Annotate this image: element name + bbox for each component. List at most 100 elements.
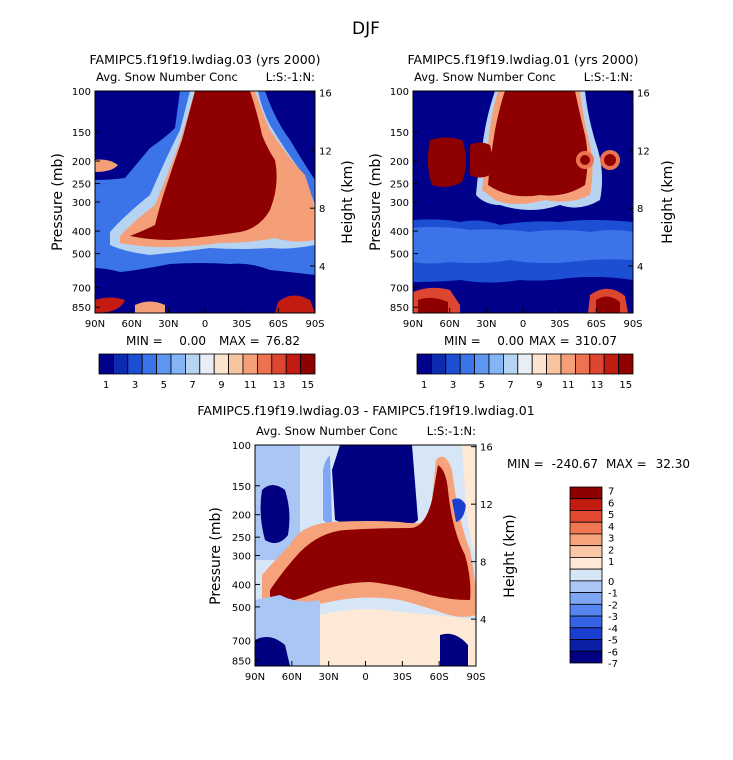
panel-1-ylabel: Pressure (mb) bbox=[50, 153, 66, 251]
x-tick-label: 30N bbox=[158, 319, 178, 330]
panel-1-min-value: 0.00 bbox=[179, 334, 206, 348]
panel-1-ylabel-right: Height (km) bbox=[340, 160, 356, 243]
y-right-tick-label: 12 bbox=[480, 500, 493, 511]
y-tick-label: 850 bbox=[390, 303, 409, 314]
x-tick-label: 60N bbox=[282, 672, 302, 683]
colorbar-swatch bbox=[271, 353, 287, 375]
panel-1-core bbox=[130, 91, 277, 240]
panel-3-x-ticks: 90N 60N 30N 0 30S 60S 90S bbox=[245, 661, 486, 683]
panel-2-contours bbox=[413, 91, 633, 313]
colorbar-label: 3 bbox=[608, 534, 614, 545]
y-right-tick-label: 4 bbox=[319, 262, 325, 273]
colorbar-swatch bbox=[474, 353, 490, 375]
y-tick-label: 200 bbox=[390, 157, 409, 168]
colorbar-swatch bbox=[569, 603, 603, 617]
panel-2-core bbox=[488, 91, 588, 197]
colorbar-label: 13 bbox=[273, 380, 286, 391]
panel-1-max-label: MAX = bbox=[219, 334, 260, 348]
y-tick-label: 100 bbox=[72, 87, 91, 98]
y-tick-label: 150 bbox=[72, 128, 91, 139]
y-tick-label: 100 bbox=[232, 441, 251, 452]
y-tick-label: 500 bbox=[390, 250, 409, 261]
colorbar-swatch bbox=[575, 353, 591, 375]
colorbar-swatch bbox=[569, 580, 603, 593]
colorbar-label: 1 bbox=[103, 380, 109, 391]
colorbar-label: 3 bbox=[132, 380, 138, 391]
x-tick-label: 90S bbox=[623, 319, 642, 330]
colorbar-label: 5 bbox=[161, 380, 167, 391]
y-right-tick-label: 4 bbox=[480, 615, 486, 626]
panel-3-ylabel-right: Height (km) bbox=[502, 514, 518, 597]
panel-3-contours bbox=[255, 445, 476, 666]
colorbar-swatch bbox=[300, 353, 316, 375]
y-tick-label: 850 bbox=[72, 303, 91, 314]
panel-2-min-label: MIN = bbox=[444, 334, 481, 348]
colorbar-label: 11 bbox=[244, 380, 257, 391]
panel-1-blob-north bbox=[95, 159, 118, 172]
panel-1-x-ticks: 90N 60N 30N 0 30S 60S 90S bbox=[85, 308, 325, 330]
colorbar-swatch bbox=[569, 533, 603, 547]
y-tick-label: 500 bbox=[72, 250, 91, 261]
colorbar-swatch bbox=[285, 353, 302, 375]
colorbar-swatch bbox=[242, 353, 258, 375]
x-tick-label: 90N bbox=[403, 319, 423, 330]
y-tick-label: 400 bbox=[390, 227, 409, 238]
y-right-tick-label: 16 bbox=[319, 89, 332, 100]
colorbar-swatch bbox=[569, 568, 603, 582]
y-tick-label: 250 bbox=[232, 533, 251, 544]
colorbar-label: -2 bbox=[608, 600, 618, 611]
panel-2-ylabel-right: Height (km) bbox=[660, 160, 676, 243]
colorbar-label: -4 bbox=[608, 624, 618, 635]
y-tick-label: 250 bbox=[390, 180, 409, 191]
y-tick-label: 150 bbox=[390, 128, 409, 139]
panel-2-spot-b-core bbox=[604, 154, 616, 166]
x-tick-label: 90N bbox=[245, 672, 265, 683]
panel-1-subtitle: Avg. Snow Number Conc bbox=[96, 70, 238, 84]
colorbar-swatch bbox=[459, 353, 476, 375]
panel-3: FAMIPC5.f19f19.lwdiag.03 - FAMIPC5.f19f1… bbox=[197, 403, 690, 683]
colorbar-label: 15 bbox=[301, 380, 314, 391]
colorbar-swatch bbox=[228, 353, 244, 375]
colorbar-swatch bbox=[256, 353, 273, 375]
colorbar-swatch bbox=[170, 353, 186, 375]
panel-3-south-blue-a bbox=[255, 636, 290, 666]
panel-2-blob-north2 bbox=[470, 142, 492, 178]
y-right-tick-label: 16 bbox=[480, 443, 493, 454]
y-tick-label: 850 bbox=[232, 656, 251, 667]
colorbar-label: 1 bbox=[608, 557, 614, 568]
panel-1-contours bbox=[95, 91, 315, 313]
panel-1-title: FAMIPC5.f19f19.lwdiag.03 (yrs 2000) bbox=[90, 52, 321, 67]
panel-3-south-peach bbox=[320, 609, 476, 666]
y-right-tick-label: 8 bbox=[480, 558, 486, 569]
panel-2-spot-a-core bbox=[580, 155, 590, 165]
colorbar-label: 0 bbox=[608, 577, 614, 588]
colorbar-label: 1 bbox=[421, 380, 427, 391]
y-tick-label: 700 bbox=[232, 637, 251, 648]
colorbar-label: -1 bbox=[608, 589, 618, 600]
panel-3-max-label: MAX = bbox=[606, 457, 647, 471]
y-tick-label: 400 bbox=[72, 227, 91, 238]
colorbar-swatch bbox=[618, 353, 634, 375]
colorbar-swatch bbox=[546, 353, 562, 375]
x-tick-label: 30S bbox=[393, 672, 412, 683]
colorbar-label: 13 bbox=[591, 380, 604, 391]
panel-3-upper-blue-edge bbox=[323, 455, 332, 524]
y-right-tick-label: 4 bbox=[637, 262, 643, 273]
panel-3-subtitle: Avg. Snow Number Conc bbox=[256, 424, 398, 438]
colorbar-swatch bbox=[199, 353, 215, 375]
panel-3-upper-blue bbox=[332, 445, 418, 525]
colorbar-label: 2 bbox=[608, 545, 614, 556]
panel-2-colorbar: 1 3 5 7 9 11 13 15 bbox=[416, 353, 634, 391]
panel-2-x-ticks: 90N 60N 30N 0 30S 60S 90S bbox=[403, 308, 643, 330]
colorbar-swatch bbox=[560, 353, 576, 375]
colorbar-swatch bbox=[569, 615, 603, 629]
x-tick-label: 60N bbox=[122, 319, 142, 330]
y-tick-label: 700 bbox=[390, 284, 409, 295]
panel-1-max-value: 76.82 bbox=[266, 334, 300, 348]
panel-2-min-value: 0.00 bbox=[497, 334, 524, 348]
y-tick-label: 250 bbox=[72, 180, 91, 191]
panel-1-blob-south-b bbox=[135, 301, 165, 313]
x-tick-label: 90S bbox=[466, 672, 485, 683]
colorbar-swatch bbox=[569, 486, 603, 500]
y-right-tick-label: 12 bbox=[319, 146, 332, 157]
